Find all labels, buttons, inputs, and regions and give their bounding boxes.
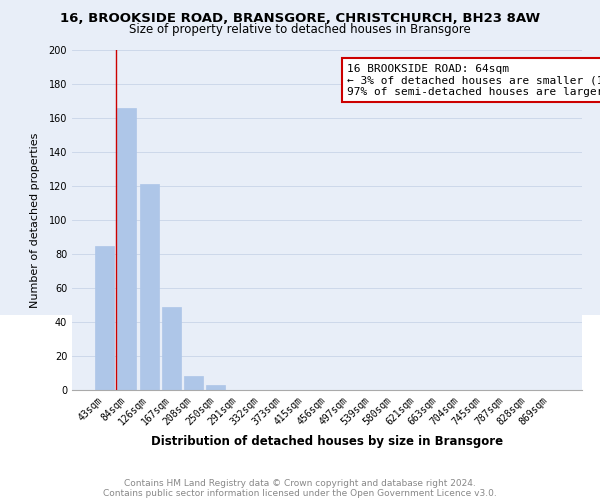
Y-axis label: Number of detached properties: Number of detached properties (31, 132, 40, 308)
Text: 16, BROOKSIDE ROAD, BRANSGORE, CHRISTCHURCH, BH23 8AW: 16, BROOKSIDE ROAD, BRANSGORE, CHRISTCHU… (60, 12, 540, 26)
Bar (140, 184, 158, 390)
Bar (206, 385, 225, 390)
Text: Size of property relative to detached houses in Bransgore: Size of property relative to detached ho… (129, 24, 471, 36)
Bar (95, 246, 114, 390)
Bar (162, 306, 181, 390)
Text: Contains public sector information licensed under the Open Government Licence v3: Contains public sector information licen… (103, 488, 497, 498)
Bar (118, 108, 136, 390)
Text: Contains HM Land Registry data © Crown copyright and database right 2024.: Contains HM Land Registry data © Crown c… (124, 478, 476, 488)
X-axis label: Distribution of detached houses by size in Bransgore: Distribution of detached houses by size … (151, 435, 503, 448)
Text: 16 BROOKSIDE ROAD: 64sqm
← 3% of detached houses are smaller (15)
97% of semi-de: 16 BROOKSIDE ROAD: 64sqm ← 3% of detache… (347, 64, 600, 97)
Bar (184, 376, 203, 390)
